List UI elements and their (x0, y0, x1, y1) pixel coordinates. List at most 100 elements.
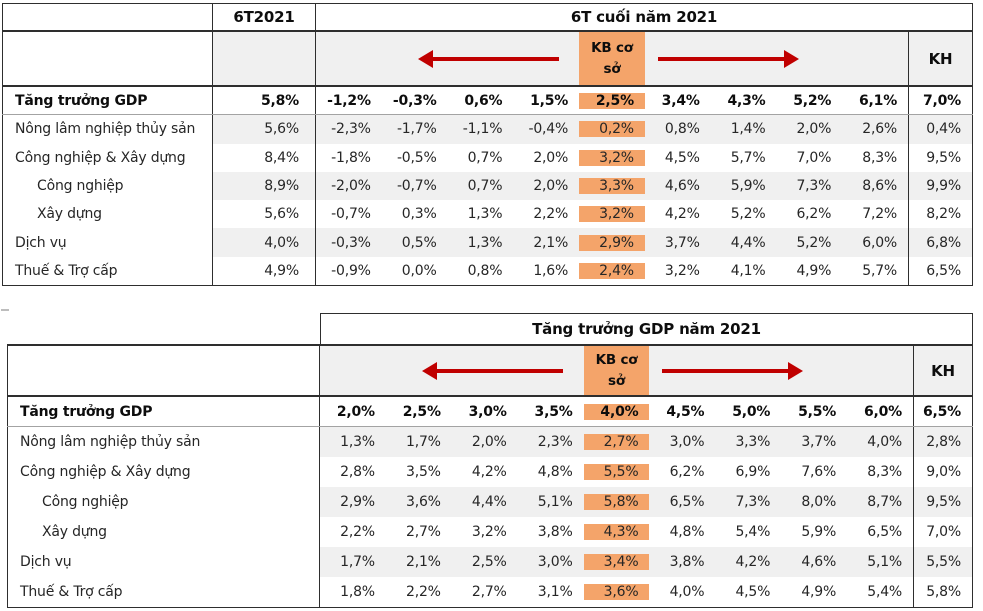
scenario-cell: 3,7% (801, 434, 837, 450)
scenario-cell: 2,5% (402, 403, 441, 420)
scenario-cell-kb-co-so: 2,9% (579, 234, 645, 251)
scenario-cells: 1,3% 1,7% 2,0% 2,3% 2,7% 3,0% 3,3% 3,7% … (320, 427, 913, 457)
scenario-cell: 4,8% (669, 524, 705, 540)
t2-axis-region: KB cơ sở (320, 346, 913, 395)
scenario-cell-kb-co-so: 5,8% (583, 494, 650, 510)
scenario-cell: 5,2% (793, 92, 832, 109)
scenario-cell: -1,1% (462, 121, 503, 138)
scenario-cell: -0,7% (396, 178, 437, 195)
scenario-cell: 5,4% (867, 584, 903, 600)
row-label: Công nghiệp & Xây dựng (7, 457, 320, 487)
t2-kb-co-so-cell: KB cơ sở (583, 346, 650, 395)
table-row: Xây dựng 5,6% -0,7% 0,3% 1,3% 2,2% 3,2% … (2, 200, 973, 229)
right-arrow-icon (662, 361, 803, 380)
scenario-cells: 2,8% 3,5% 4,2% 4,8% 5,5% 6,2% 6,9% 7,6% … (320, 457, 913, 487)
scenario-cell: 1,5% (530, 92, 569, 109)
scenario-cell: 3,2% (471, 524, 507, 540)
scenario-cell: 2,3% (537, 434, 573, 450)
scenario-cell: 2,7% (406, 524, 441, 540)
table-row: Dịch vụ 4,0% -0,3% 0,5% 1,3% 2,1% 2,9% 3… (2, 228, 973, 257)
cell-kh: 0,4% (908, 115, 973, 144)
scenario-cells: -2,3% -1,7% -1,1% -0,4% 0,2% 0,8% 1,4% 2… (316, 115, 908, 144)
t2-header-spacer (7, 313, 320, 344)
table-row: Công nghiệp 8,9% -2,0% -0,7% 0,7% 2,0% 3… (2, 171, 973, 201)
scenario-cells: -1,8% -0,5% 0,7% 2,0% 3,2% 4,5% 5,7% 7,0… (316, 144, 908, 172)
t2-span-header: Tăng trưởng GDP năm 2021 (320, 313, 973, 344)
scenario-cell: 1,7% (406, 434, 441, 450)
scenario-cells: 2,2% 2,7% 3,2% 3,8% 4,3% 4,8% 5,4% 5,9% … (320, 517, 913, 547)
scenario-cell: 2,2% (533, 206, 569, 223)
row-label: Nông lâm nghiệp thủy sản (7, 427, 320, 457)
t2-data-rows: Tăng trưởng GDP 2,0% 2,5% 3,0% 3,5% 4,0%… (7, 397, 973, 608)
table-row: Công nghiệp & Xây dựng 8,4% -1,8% -0,5% … (2, 143, 973, 172)
scenario-cell: 6,5% (669, 494, 705, 510)
scenario-cell: -0,9% (331, 262, 371, 279)
t2-header-row: Tăng trưởng GDP năm 2021 (7, 313, 973, 346)
scenario-cell: 4,0% (669, 584, 705, 600)
cell-kh: 5,5% (913, 547, 973, 577)
scenario-cell: 2,1% (406, 554, 441, 570)
cell-6t2021: 4,9% (213, 256, 316, 286)
scenario-cell-kb-co-so: 2,4% (579, 262, 645, 279)
scenario-cell: 3,5% (406, 464, 441, 480)
t1-axis-region: KB cơ sở (316, 32, 908, 85)
t1-kh-header: KH (908, 32, 973, 85)
scenario-cell: 3,8% (537, 524, 573, 540)
cell-6t2021: 8,4% (213, 143, 316, 172)
cell-kh: 7,0% (913, 517, 973, 547)
table-row: Xây dựng 2,2% 2,7% 3,2% 3,8% 4,3% 4,8% 5… (7, 517, 973, 547)
cell-kh: 7,0% (908, 87, 973, 115)
scenario-cell-kb-co-so: 4,3% (583, 524, 650, 540)
cell-6t2021: 5,6% (213, 115, 316, 144)
t2-scenario-axis-row: KB cơ sở KH (7, 346, 973, 397)
scenario-cell: 3,6% (406, 494, 441, 510)
scenario-cell: 2,0% (533, 178, 569, 195)
cell-kh: 9,9% (908, 171, 973, 201)
scenario-cell: 8,3% (862, 149, 898, 166)
scenario-cell: 7,3% (735, 494, 771, 510)
scenario-cell-kb-co-so: 3,4% (583, 554, 650, 570)
scenario-cell: 5,2% (730, 206, 766, 223)
scenario-cell: 5,4% (735, 524, 771, 540)
cell-kh: 2,8% (913, 427, 973, 457)
cell-6t2021: 5,8% (213, 87, 316, 115)
scenario-cell: 4,4% (730, 234, 766, 251)
scenario-cell: 4,9% (801, 584, 837, 600)
scenario-cell: 1,4% (730, 121, 766, 138)
t1-axis-label-cell (2, 32, 213, 85)
t1-header-row: 6T2021 6T cuối năm 2021 (2, 3, 973, 32)
t2-axis-label-cell (7, 346, 320, 395)
scenario-cells: 2,9% 3,6% 4,4% 5,1% 5,8% 6,5% 7,3% 8,0% … (320, 487, 913, 517)
scenario-cell: 3,7% (664, 234, 700, 251)
row-label: Dịch vụ (7, 547, 320, 577)
scenario-cell: 5,9% (730, 178, 766, 195)
row-label: Thuế & Trợ cấp (7, 577, 320, 607)
scenario-cell: 5,0% (732, 403, 771, 420)
cell-6t2021: 8,9% (213, 171, 316, 201)
scenario-cell: 4,6% (664, 178, 700, 195)
scenario-cell: 8,7% (867, 494, 903, 510)
row-label: Xây dựng (2, 200, 213, 229)
table-row: Nông lâm nghiệp thủy sản 1,3% 1,7% 2,0% … (7, 427, 973, 457)
row-label: Công nghiệp (2, 171, 213, 201)
scenario-cell: 7,6% (801, 464, 837, 480)
scenario-cell: 1,3% (340, 434, 375, 450)
scenario-cell: 6,2% (796, 206, 832, 223)
scenario-cell: 3,0% (669, 434, 705, 450)
scenario-cell: 5,2% (796, 234, 832, 251)
scenario-cell: 2,0% (471, 434, 507, 450)
t2-kh-header: KH (913, 346, 973, 395)
scenario-cell: 4,2% (664, 206, 700, 223)
scenario-cell: 2,6% (862, 121, 898, 138)
cell-kh: 6,8% (908, 228, 973, 257)
scenario-cell: 3,4% (661, 92, 700, 109)
scenario-cell: 1,3% (467, 234, 503, 251)
scenario-cell: 1,7% (340, 554, 375, 570)
scenario-cell: 2,0% (796, 121, 832, 138)
cell-kh: 9,5% (913, 487, 973, 517)
scenario-cell: 3,3% (735, 434, 771, 450)
scenario-cell: 2,1% (533, 234, 569, 251)
scenario-cell: 1,6% (533, 262, 569, 279)
scenario-cell: 3,2% (664, 262, 700, 279)
scenario-cell: 0,7% (467, 149, 503, 166)
